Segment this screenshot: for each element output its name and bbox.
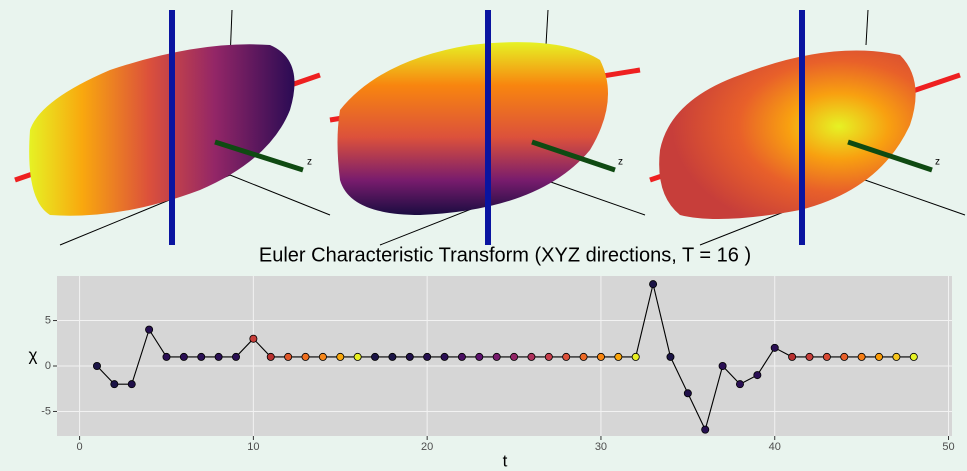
point [475, 352, 484, 361]
point [753, 371, 762, 380]
point [249, 334, 258, 343]
point [875, 352, 884, 361]
x-tick-label: 0 [77, 441, 83, 453]
point [231, 352, 240, 361]
point [145, 325, 154, 334]
point [527, 352, 536, 361]
point [336, 352, 345, 361]
point [405, 352, 414, 361]
y-tick-label: 0 [45, 360, 51, 372]
point [892, 352, 901, 361]
point [301, 352, 310, 361]
point [614, 352, 623, 361]
point [840, 352, 849, 361]
point [805, 352, 814, 361]
point [596, 352, 605, 361]
point [440, 352, 449, 361]
point [770, 343, 779, 352]
point [909, 352, 918, 361]
x-axis-label: t [503, 451, 508, 470]
render-1: z [14, 9, 331, 246]
point [92, 361, 101, 370]
point [718, 361, 727, 370]
x-tick-label: 10 [247, 441, 259, 453]
render-2: z [329, 9, 646, 246]
x-tick-label: 40 [769, 441, 781, 453]
point [649, 280, 658, 289]
point [371, 352, 380, 361]
point [110, 380, 119, 389]
axis-label: z [307, 157, 312, 168]
axis-label: z [618, 157, 623, 168]
point [631, 352, 640, 361]
point [735, 380, 744, 389]
y-tick-label: 5 [45, 314, 51, 326]
point [492, 352, 501, 361]
x-tick-label: 30 [595, 441, 607, 453]
y-tick-label: -5 [41, 405, 51, 417]
point [683, 389, 692, 398]
point [510, 352, 519, 361]
axis-label: z [935, 157, 940, 168]
point [318, 352, 327, 361]
point [214, 352, 223, 361]
point [179, 352, 188, 361]
render-3: z [649, 9, 966, 246]
point [197, 352, 206, 361]
x-tick-label: 20 [421, 441, 433, 453]
point [127, 380, 136, 389]
point [266, 352, 275, 361]
point [562, 352, 571, 361]
point [579, 352, 588, 361]
y-axis-label: χ [29, 345, 38, 364]
point [284, 352, 293, 361]
plot-panel [57, 276, 952, 436]
point [544, 352, 553, 361]
point [423, 352, 432, 361]
point [457, 352, 466, 361]
point [857, 352, 866, 361]
point [162, 352, 171, 361]
point [666, 352, 675, 361]
point [388, 352, 397, 361]
x-tick-label: 50 [942, 441, 954, 453]
chart-title: Euler Characteristic Transform (XYZ dire… [259, 244, 751, 266]
point [353, 352, 362, 361]
point [701, 425, 710, 434]
point [822, 352, 831, 361]
point [788, 352, 797, 361]
